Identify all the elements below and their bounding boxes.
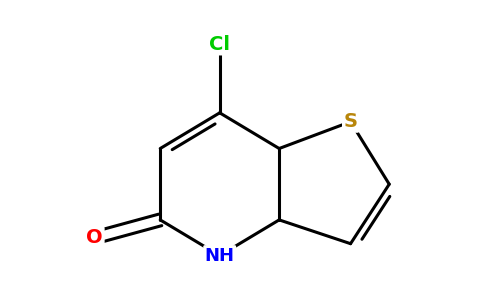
- Text: S: S: [344, 112, 358, 131]
- Text: O: O: [87, 228, 103, 247]
- Text: NH: NH: [205, 247, 235, 265]
- Text: Cl: Cl: [209, 35, 230, 54]
